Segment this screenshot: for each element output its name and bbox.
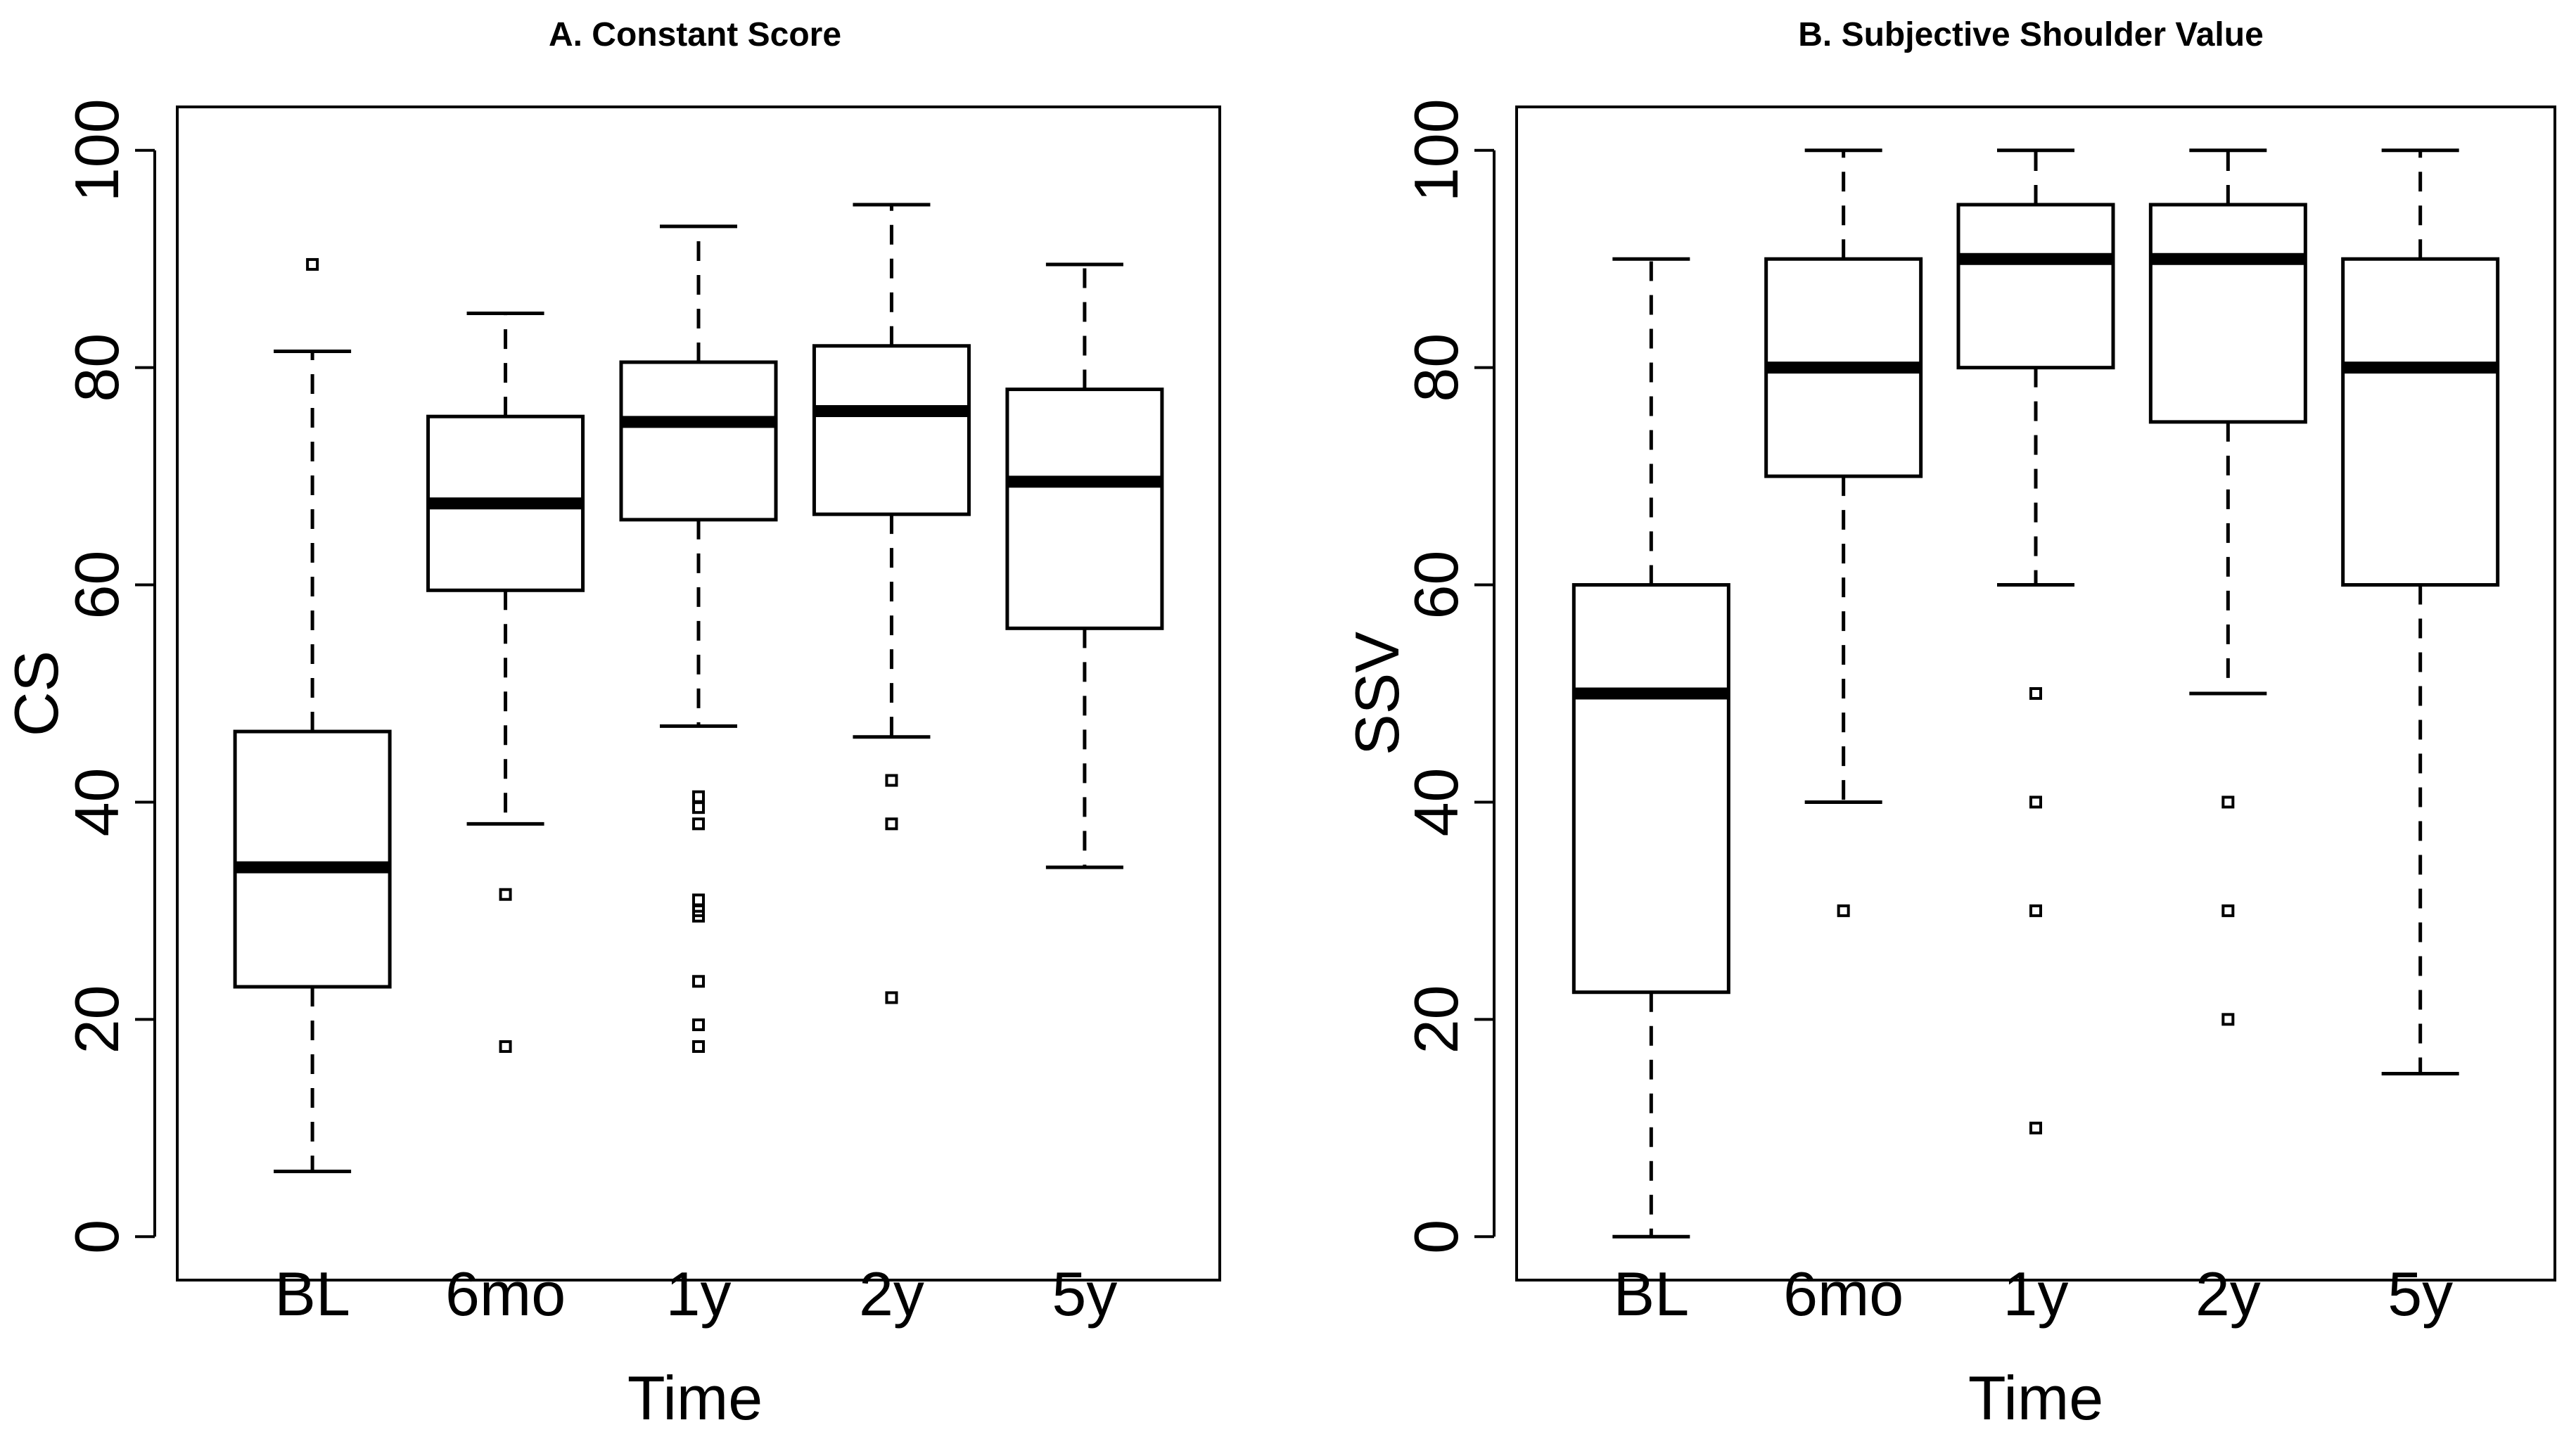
x-axis: BL 6mo 1y 2y 5y: [274, 1259, 1117, 1329]
panel-subjective-shoulder-value: B. Subjective Shoulder Value 0 20 40 60 80 10…: [1342, 16, 2556, 1433]
outlier-point: [692, 801, 705, 814]
box-1y: [619, 224, 778, 1053]
box-1y: [1956, 148, 2115, 1134]
x-tick-label: 2y: [2195, 1259, 2261, 1329]
outlier-point: [692, 790, 705, 803]
outlier-point: [306, 257, 319, 271]
x-tick-label: 6mo: [445, 1259, 566, 1329]
y-tick-label: 0: [1401, 1220, 1471, 1254]
x-axis: BL 6mo 1y 2y 5y: [1614, 1259, 2454, 1329]
outlier-point: [2221, 1013, 2235, 1026]
x-axis-label: Time: [627, 1363, 763, 1433]
box-5y: [1005, 262, 1164, 869]
iqr-box: [1571, 583, 1730, 995]
outlier-point: [692, 975, 705, 988]
outlier-point: [1837, 904, 1850, 917]
chart-title: A. Constant Score: [549, 16, 841, 53]
y-tick-label: 80: [1401, 333, 1471, 402]
iqr-box: [2148, 203, 2307, 424]
outlier-point: [499, 1040, 512, 1053]
y-tick-label: 60: [62, 551, 132, 620]
iqr-box: [812, 344, 971, 516]
x-tick-label: 5y: [1052, 1259, 1117, 1329]
box-6mo: [426, 311, 585, 1053]
y-tick-label: 80: [62, 333, 132, 402]
box-2y: [2148, 148, 2307, 1026]
box-6mo: [1764, 148, 1923, 917]
y-tick-label: 60: [1401, 551, 1471, 620]
x-axis-label: Time: [1968, 1363, 2103, 1433]
outlier-point: [885, 774, 898, 787]
y-tick-label: 0: [62, 1220, 132, 1254]
iqr-box: [2341, 257, 2500, 587]
outlier-point: [2029, 904, 2042, 917]
y-tick-label: 40: [62, 767, 132, 836]
outlier-point: [692, 1018, 705, 1032]
y-tick-label: 20: [62, 985, 132, 1054]
iqr-box: [619, 360, 778, 522]
outlier-point: [499, 888, 512, 901]
iqr-box: [1956, 203, 2115, 370]
box-5y: [2341, 148, 2500, 1076]
box-group: [1571, 148, 2500, 1239]
outlier-point: [2029, 795, 2042, 809]
outlier-point: [2029, 687, 2042, 700]
y-tick-label: 40: [1401, 767, 1471, 836]
outlier-point: [692, 1040, 705, 1053]
x-tick-label: 2y: [859, 1259, 924, 1329]
x-tick-label: BL: [274, 1259, 350, 1329]
y-tick-label: 100: [62, 98, 132, 202]
iqr-box: [1005, 388, 1164, 630]
box-group: [233, 203, 1164, 1174]
outlier-point: [692, 817, 705, 831]
y-axis-label: SSV: [1342, 632, 1412, 755]
outlier-point: [2221, 904, 2235, 917]
y-tick-label: 100: [1401, 98, 1471, 202]
y-tick-label: 20: [1401, 985, 1471, 1054]
outlier-point: [2029, 1121, 2042, 1134]
y-axis: 0 20 40 60 80 100: [62, 98, 156, 1254]
outlier-point: [2221, 795, 2235, 809]
box-BL: [233, 257, 392, 1174]
chart-title: B. Subjective Shoulder Value: [1798, 16, 2264, 53]
outlier-point: [692, 893, 705, 907]
outlier-point: [885, 817, 898, 831]
y-axis-label: CS: [1, 651, 71, 736]
box-2y: [812, 203, 971, 1004]
plot-frame: [1515, 106, 2556, 1281]
x-tick-label: BL: [1614, 1259, 1690, 1329]
x-tick-label: 1y: [666, 1259, 732, 1329]
iqr-box: [233, 729, 392, 989]
plot-frame: [176, 106, 1221, 1281]
panel-constant-score: A. Constant Score 0 20 40 60 80 100 BL 6mo 1y 2y…: [1, 16, 1221, 1433]
outlier-point: [885, 991, 898, 1004]
x-tick-label: 1y: [2003, 1259, 2069, 1329]
outlier-point: [692, 909, 705, 923]
x-tick-label: 6mo: [1783, 1259, 1904, 1329]
box-BL: [1571, 257, 1730, 1239]
x-tick-label: 5y: [2387, 1259, 2453, 1329]
y-axis: 0 20 40 60 80 100: [1401, 98, 1496, 1254]
